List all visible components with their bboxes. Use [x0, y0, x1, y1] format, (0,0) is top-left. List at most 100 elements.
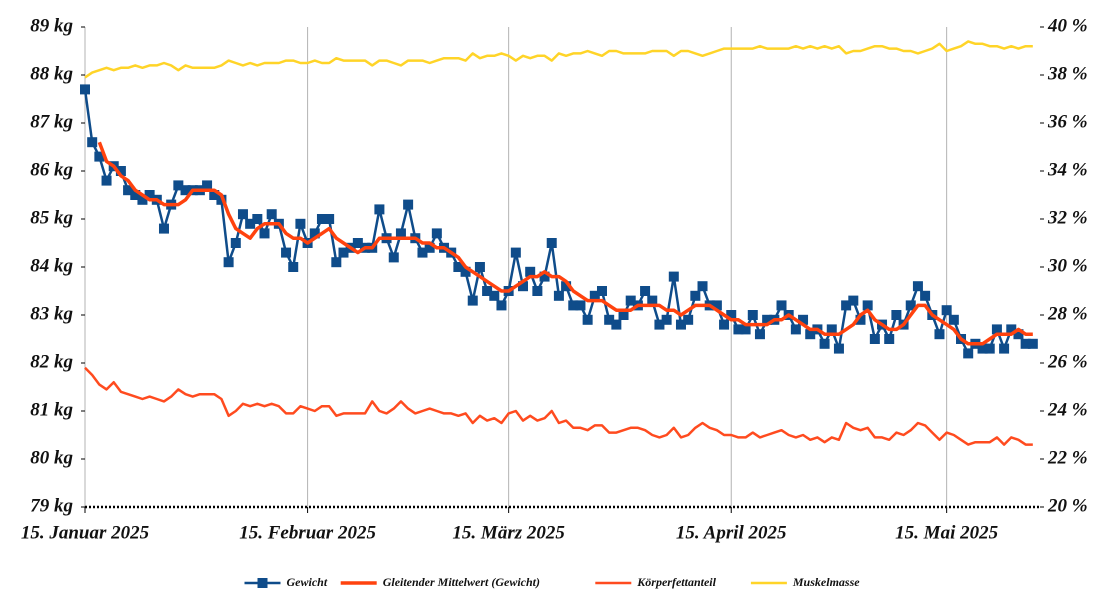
data-point: [338, 247, 349, 258]
x-tick-label: 15. Mai 2025: [895, 522, 998, 543]
x-tick-label: 15. Januar 2025: [21, 522, 150, 543]
data-point: [668, 271, 679, 282]
data-point: [1020, 338, 1031, 349]
y-tick-label: 81 kg: [30, 399, 73, 420]
y-tick-label: 82 kg: [30, 351, 73, 372]
y2-tick-label: 36 %: [1047, 111, 1088, 132]
data-point: [460, 266, 471, 277]
data-point: [453, 262, 464, 272]
data-point: [87, 137, 98, 148]
data-point: [984, 343, 995, 354]
data-point: [259, 228, 270, 239]
data-point: [417, 247, 428, 258]
y2-tick-label: 26 %: [1047, 351, 1088, 372]
data-point: [496, 300, 507, 311]
data-point: [295, 218, 306, 229]
data-point: [144, 190, 155, 200]
data-point: [388, 252, 399, 263]
data-point: [424, 242, 435, 253]
data-point: [869, 334, 880, 344]
data-point: [589, 290, 600, 301]
data-point: [711, 300, 722, 311]
data-point: [518, 281, 529, 292]
data-point: [230, 238, 241, 248]
data-point: [740, 324, 751, 335]
y2-tick-label: 34 %: [1047, 159, 1088, 180]
data-point: [697, 281, 708, 292]
data-point: [762, 314, 773, 325]
data-point: [647, 295, 658, 306]
y2-tick-label: 22 %: [1047, 447, 1088, 468]
y-tick-label: 86 kg: [30, 159, 73, 180]
y2-tick-label: 32 %: [1047, 207, 1088, 228]
data-point: [934, 329, 945, 340]
data-point: [309, 228, 320, 239]
data-point: [237, 209, 248, 220]
data-point: [625, 295, 636, 306]
series-line: [97, 141, 1033, 346]
data-point: [180, 185, 191, 196]
data-point: [841, 300, 852, 311]
data-point: [266, 209, 277, 220]
y-tick-label: 83 kg: [30, 303, 73, 324]
y-tick-label: 84 kg: [30, 255, 73, 276]
y-tick-label: 85 kg: [30, 207, 73, 228]
data-point: [826, 324, 837, 335]
data-point: [115, 166, 126, 176]
x-tick-label: 15. März 2025: [452, 522, 565, 543]
data-point: [582, 314, 593, 325]
data-point: [374, 204, 385, 215]
y-tick-label: 88 kg: [30, 63, 73, 84]
data-point: [532, 286, 543, 296]
data-point: [920, 290, 931, 301]
data-point: [123, 185, 134, 196]
y2-tick-label: 40 %: [1047, 15, 1088, 36]
data-point: [999, 343, 1010, 354]
y2-tick-label: 24 %: [1047, 399, 1088, 420]
data-point: [158, 223, 169, 234]
data-point: [991, 324, 1002, 335]
data-point: [661, 314, 672, 325]
legend-label: Gewicht: [287, 575, 328, 589]
legend-label: Körperfettanteil: [636, 575, 716, 589]
data-point: [654, 319, 665, 330]
data-point: [1013, 329, 1024, 340]
data-point: [94, 151, 105, 162]
legend-label: Muskelmasse: [792, 575, 860, 589]
data-point: [467, 295, 478, 306]
data-point: [395, 228, 406, 239]
data-point: [575, 300, 586, 311]
data-point: [553, 290, 564, 301]
y-tick-label: 80 kg: [30, 447, 73, 468]
data-point: [862, 300, 873, 311]
data-point: [324, 214, 335, 224]
data-point: [596, 286, 607, 296]
series-line: [84, 40, 1033, 79]
data-point: [173, 180, 184, 191]
data-point: [352, 238, 363, 248]
data-point: [101, 175, 112, 186]
data-point: [675, 319, 686, 330]
y-tick-label: 87 kg: [30, 111, 73, 132]
legend-label: Gleitender Mittelwert (Gewicht): [383, 575, 540, 589]
data-point: [288, 262, 299, 272]
data-point: [690, 290, 701, 301]
data-point: [754, 329, 765, 340]
data-point: [252, 214, 263, 224]
data-point: [80, 84, 90, 95]
series-line: [84, 366, 1033, 446]
data-point: [833, 343, 844, 354]
data-point: [805, 329, 816, 340]
data-point: [790, 324, 801, 335]
data-point: [912, 281, 923, 292]
data-point: [640, 286, 651, 296]
data-point: [948, 314, 959, 325]
data-point: [137, 194, 148, 205]
data-point: [733, 324, 744, 335]
data-point: [798, 314, 809, 325]
data-point: [474, 262, 485, 272]
data-point: [884, 334, 895, 344]
data-point: [819, 338, 830, 349]
